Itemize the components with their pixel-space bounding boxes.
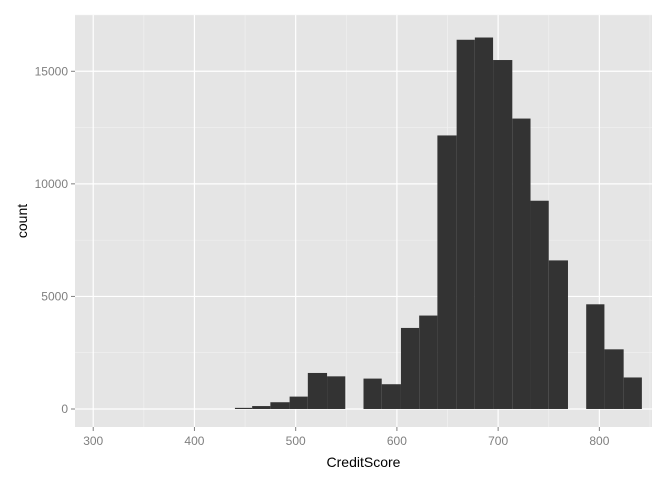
x-tick-label: 700	[488, 434, 508, 448]
histogram-bar	[270, 402, 290, 409]
y-tick-label: 5000	[41, 289, 68, 303]
histogram-bar	[512, 118, 531, 409]
histogram-bar	[493, 60, 513, 409]
x-tick-label: 800	[589, 434, 609, 448]
histogram-bar	[381, 384, 401, 409]
histogram-bar	[327, 376, 346, 409]
histogram-bar	[419, 315, 438, 409]
x-tick-label: 500	[286, 434, 306, 448]
histogram-bar	[530, 200, 549, 409]
histogram-bar	[234, 407, 253, 409]
x-axis-title: CreditScore	[327, 454, 401, 470]
histogram-bar	[474, 37, 494, 409]
histogram-bar	[307, 372, 328, 409]
histogram-bar	[252, 406, 271, 409]
histogram-bar	[586, 304, 605, 409]
x-tick-label: 300	[83, 434, 103, 448]
y-tick-label: 10000	[35, 177, 69, 191]
y-tick-label: 15000	[35, 64, 69, 78]
histogram-bar	[437, 135, 457, 409]
histogram-bar	[604, 349, 624, 409]
y-axis-title: count	[14, 204, 30, 238]
x-tick-label: 400	[184, 434, 204, 448]
histogram-bar	[289, 396, 308, 409]
histogram-bar	[456, 39, 475, 409]
x-tick-label: 600	[387, 434, 407, 448]
histogram-bar	[400, 327, 420, 409]
histogram-bar	[363, 378, 382, 409]
histogram-bar	[623, 377, 642, 409]
histogram-bar	[548, 260, 568, 409]
y-tick-label: 0	[61, 402, 68, 416]
